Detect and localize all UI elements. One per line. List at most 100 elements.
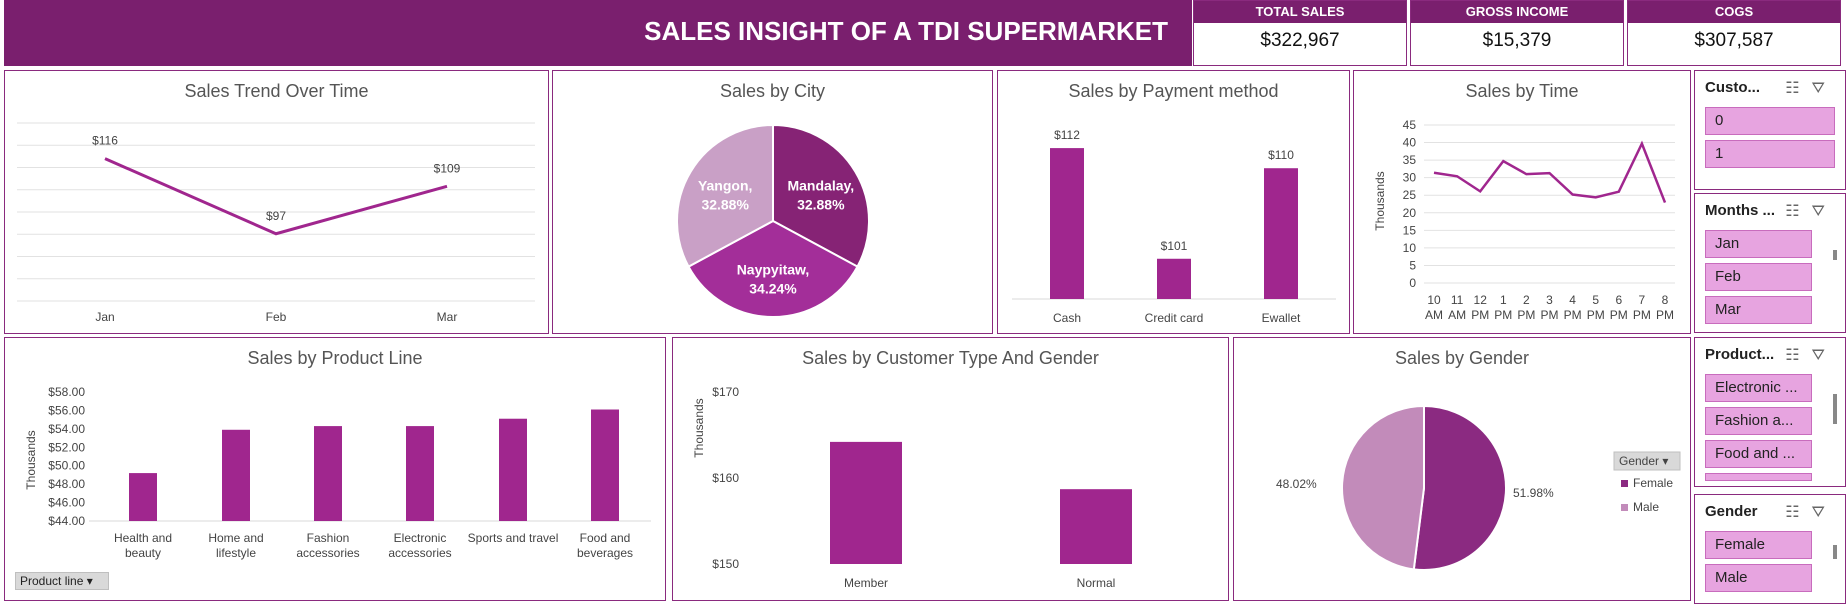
bar bbox=[830, 441, 902, 564]
x-tick-label: beverages bbox=[577, 546, 633, 560]
clear-filter-icon[interactable]: ⛛ bbox=[1811, 80, 1837, 97]
slicer-item[interactable]: Jan bbox=[1705, 230, 1812, 258]
slicer-scrollbar[interactable] bbox=[1833, 250, 1837, 260]
multi-select-icon[interactable]: ☷ bbox=[1785, 504, 1812, 521]
x-tick-label: PM bbox=[1610, 308, 1628, 322]
data-label: $101 bbox=[1161, 239, 1188, 253]
legend-label: Female bbox=[1633, 476, 1673, 490]
chart-svg: Sales Trend Over Time Jan $116 Feb $97 Mar $10… bbox=[17, 81, 535, 324]
y-tick-label: 10 bbox=[1403, 241, 1417, 255]
multi-select-icon[interactable]: ☷ bbox=[1785, 347, 1812, 364]
x-tick-label: 4 bbox=[1569, 293, 1576, 307]
y-axis-title: Thousands bbox=[692, 398, 706, 457]
slicer-months[interactable]: Months ... ☷⛛ Jan Feb Mar bbox=[1694, 193, 1846, 333]
chart-sales-by-payment[interactable]: Sales by Payment method $112 Cash $101 Credi… bbox=[997, 70, 1350, 334]
x-tick-label: Feb bbox=[266, 310, 287, 324]
x-tick-label: PM bbox=[1471, 308, 1489, 322]
pie-slice bbox=[772, 123, 870, 268]
chart-title: Sales Trend Over Time bbox=[184, 81, 368, 101]
x-tick-label: Cash bbox=[1053, 311, 1081, 325]
clear-filter-icon[interactable]: ⛛ bbox=[1811, 504, 1837, 521]
data-label: $116 bbox=[92, 134, 118, 148]
chart-sales-trend[interactable]: Sales Trend Over Time Jan $116 Feb $97 Mar $10… bbox=[4, 70, 549, 334]
slicer-item[interactable]: Fashion a... bbox=[1705, 407, 1812, 435]
page-title: SALES INSIGHT OF A TDI SUPERMARKET bbox=[644, 16, 1168, 46]
kpi-value: $307,587 bbox=[1694, 30, 1774, 51]
x-tick-label: PM bbox=[1494, 308, 1512, 322]
pie-slice bbox=[1341, 404, 1425, 571]
chart-svg: Sales by Time051015202530354045Thousands… bbox=[1373, 81, 1675, 322]
y-tick-label: $56.00 bbox=[48, 403, 85, 417]
x-tick-label: Ewallet bbox=[1262, 311, 1301, 325]
clear-filter-icon[interactable]: ⛛ bbox=[1811, 203, 1837, 220]
x-tick-label: 5 bbox=[1592, 293, 1599, 307]
pie-slice bbox=[687, 219, 859, 318]
slicer-scrollbar[interactable] bbox=[1833, 394, 1837, 424]
kpi-label: TOTAL SALES bbox=[1194, 1, 1406, 23]
x-tick-label: 3 bbox=[1546, 293, 1553, 307]
chart-svg: Sales by Payment method $112 Cash $101 Credi… bbox=[1012, 81, 1336, 325]
legend-field-button bbox=[1613, 451, 1681, 471]
chart-sales-by-gender[interactable]: Sales by Gender 51.98% 48.02% Gender ▾ Femal… bbox=[1233, 337, 1691, 601]
slicer-item[interactable]: Mar bbox=[1705, 296, 1812, 324]
slicer-item-partial[interactable] bbox=[1705, 473, 1812, 481]
x-tick-label: AM bbox=[1425, 308, 1443, 322]
slicer-scrollbar[interactable] bbox=[1833, 545, 1837, 559]
y-tick-label: $50.00 bbox=[48, 459, 85, 473]
bar bbox=[222, 429, 250, 521]
chart-title: Sales by Gender bbox=[1395, 348, 1529, 368]
legend-title: Gender ▾ bbox=[1619, 454, 1668, 468]
kpi-label: GROSS INCOME bbox=[1411, 1, 1623, 23]
x-tick-label: lifestyle bbox=[216, 546, 256, 560]
legend-swatch bbox=[1621, 480, 1628, 487]
series-line bbox=[1433, 140, 1667, 204]
clear-filter-icon[interactable]: ⛛ bbox=[1811, 347, 1837, 364]
x-tick-label: Sports and travel bbox=[468, 531, 559, 545]
kpi-label: COGS bbox=[1628, 1, 1840, 23]
chart-svg: Sales by City Mandalay, 32.88% Naypyitaw, 34… bbox=[676, 81, 870, 318]
chart-sales-by-product-line[interactable]: Sales by Product Line $44.00 $46.00 $48.00 $… bbox=[4, 337, 666, 601]
x-tick-label: Health and bbox=[114, 531, 172, 545]
data-label: Yangon, bbox=[698, 177, 752, 193]
bar bbox=[1050, 148, 1084, 299]
multi-select-icon[interactable]: ☷ bbox=[1785, 203, 1812, 220]
x-tick-label: 2 bbox=[1523, 293, 1530, 307]
slicer-item[interactable]: Male bbox=[1705, 564, 1812, 592]
chart-sales-by-customer-type[interactable]: Sales by Customer Type And Gender $150 $16… bbox=[672, 337, 1229, 601]
slicer-title: Custo... bbox=[1705, 79, 1760, 96]
x-tick-label: 12 bbox=[1474, 293, 1488, 307]
kpi-value: $322,967 bbox=[1260, 30, 1340, 51]
x-tick-label: 11 bbox=[1451, 293, 1464, 307]
chart-sales-by-city[interactable]: Sales by City Mandalay, 32.88% Naypyitaw, 34… bbox=[552, 70, 993, 334]
bar bbox=[406, 426, 434, 521]
slicer-item[interactable]: Female bbox=[1705, 531, 1812, 559]
x-tick-label: Credit card bbox=[1145, 311, 1204, 325]
slicer-customer-type[interactable]: Custo... ☷⛛ 0 1 bbox=[1694, 70, 1846, 190]
x-tick-label: 6 bbox=[1615, 293, 1622, 307]
chart-sales-by-time[interactable]: Sales by Time 0 5 10 15 20 25 30 35 40 45 Thousands… bbox=[1353, 70, 1691, 334]
y-tick-label: 5 bbox=[1409, 258, 1416, 272]
bar bbox=[1060, 489, 1132, 564]
legend-swatch bbox=[1621, 504, 1628, 511]
x-tick-label: Mar bbox=[437, 310, 458, 324]
chart-svg: Sales by Product Line $44.00 $46.00 $48.00 $… bbox=[24, 348, 651, 560]
slicer-title: Gender bbox=[1705, 503, 1758, 520]
slicer-item[interactable]: 1 bbox=[1705, 140, 1835, 168]
slicer-item[interactable]: Food and ... bbox=[1705, 440, 1812, 468]
slicer-item[interactable]: Feb bbox=[1705, 263, 1812, 291]
pie-slice bbox=[676, 123, 774, 268]
slicer-gender[interactable]: Gender ☷⛛ Female Male bbox=[1694, 494, 1846, 604]
slicer-item[interactable]: Electronic ... bbox=[1705, 374, 1812, 402]
x-tick-label: AM bbox=[1448, 308, 1466, 322]
field-button-product-line[interactable]: Product line ▾ bbox=[15, 572, 109, 590]
x-tick-label: accessories bbox=[388, 546, 451, 560]
kpi-cogs: COGS $307,587 bbox=[1627, 0, 1841, 66]
y-axis-title: Thousands bbox=[1373, 171, 1387, 230]
y-tick-label: $150 bbox=[712, 557, 739, 571]
chart-title: Sales by Time bbox=[1465, 81, 1578, 101]
multi-select-icon[interactable]: ☷ bbox=[1785, 80, 1812, 97]
x-tick-label: Home and bbox=[208, 531, 263, 545]
slicer-product-line[interactable]: Product... ☷⛛ Electronic ... Fashion a..… bbox=[1694, 337, 1846, 487]
slicer-item[interactable]: 0 bbox=[1705, 107, 1835, 135]
y-tick-label: 40 bbox=[1403, 136, 1417, 150]
